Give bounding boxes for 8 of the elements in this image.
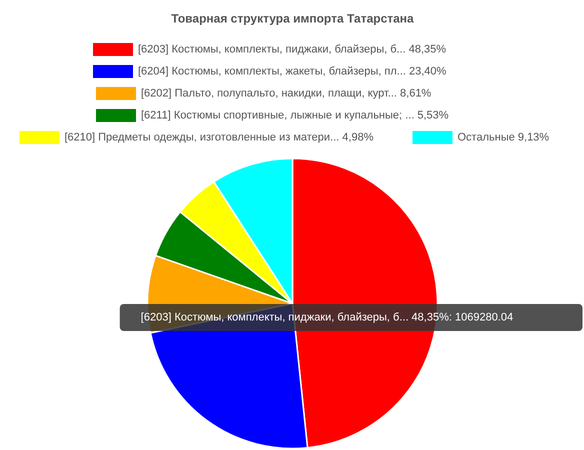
- text: [6203] Костюмы, комплекты, пиджаки, блайзеры, б... 48,35%: 1069280.04: [140, 312, 514, 324]
- chart-title: Товарная структура импорта Татарстана: [171, 12, 414, 26]
- legend-label: [6210] Предметы одежды, изготовленные из матери... 4,98%: [64, 132, 374, 144]
- legend-label: [6203] Костюмы, комплекты, пиджаки, блайзеры, б... 48,35%: [138, 44, 446, 56]
- legend-label: [6204] Костюмы, комплекты, жакеты, блайзеры, пл... 23,40%: [138, 66, 447, 78]
- legend-label: Остальные 9,13%: [458, 132, 550, 144]
- legend-label: [6202] Пальто, полупальто, накидки, плащи, курт... 8,61%: [141, 88, 432, 100]
- legend-label: [6211] Костюмы спортивные, лыжные и купальные; ... 5,53%: [141, 110, 449, 122]
